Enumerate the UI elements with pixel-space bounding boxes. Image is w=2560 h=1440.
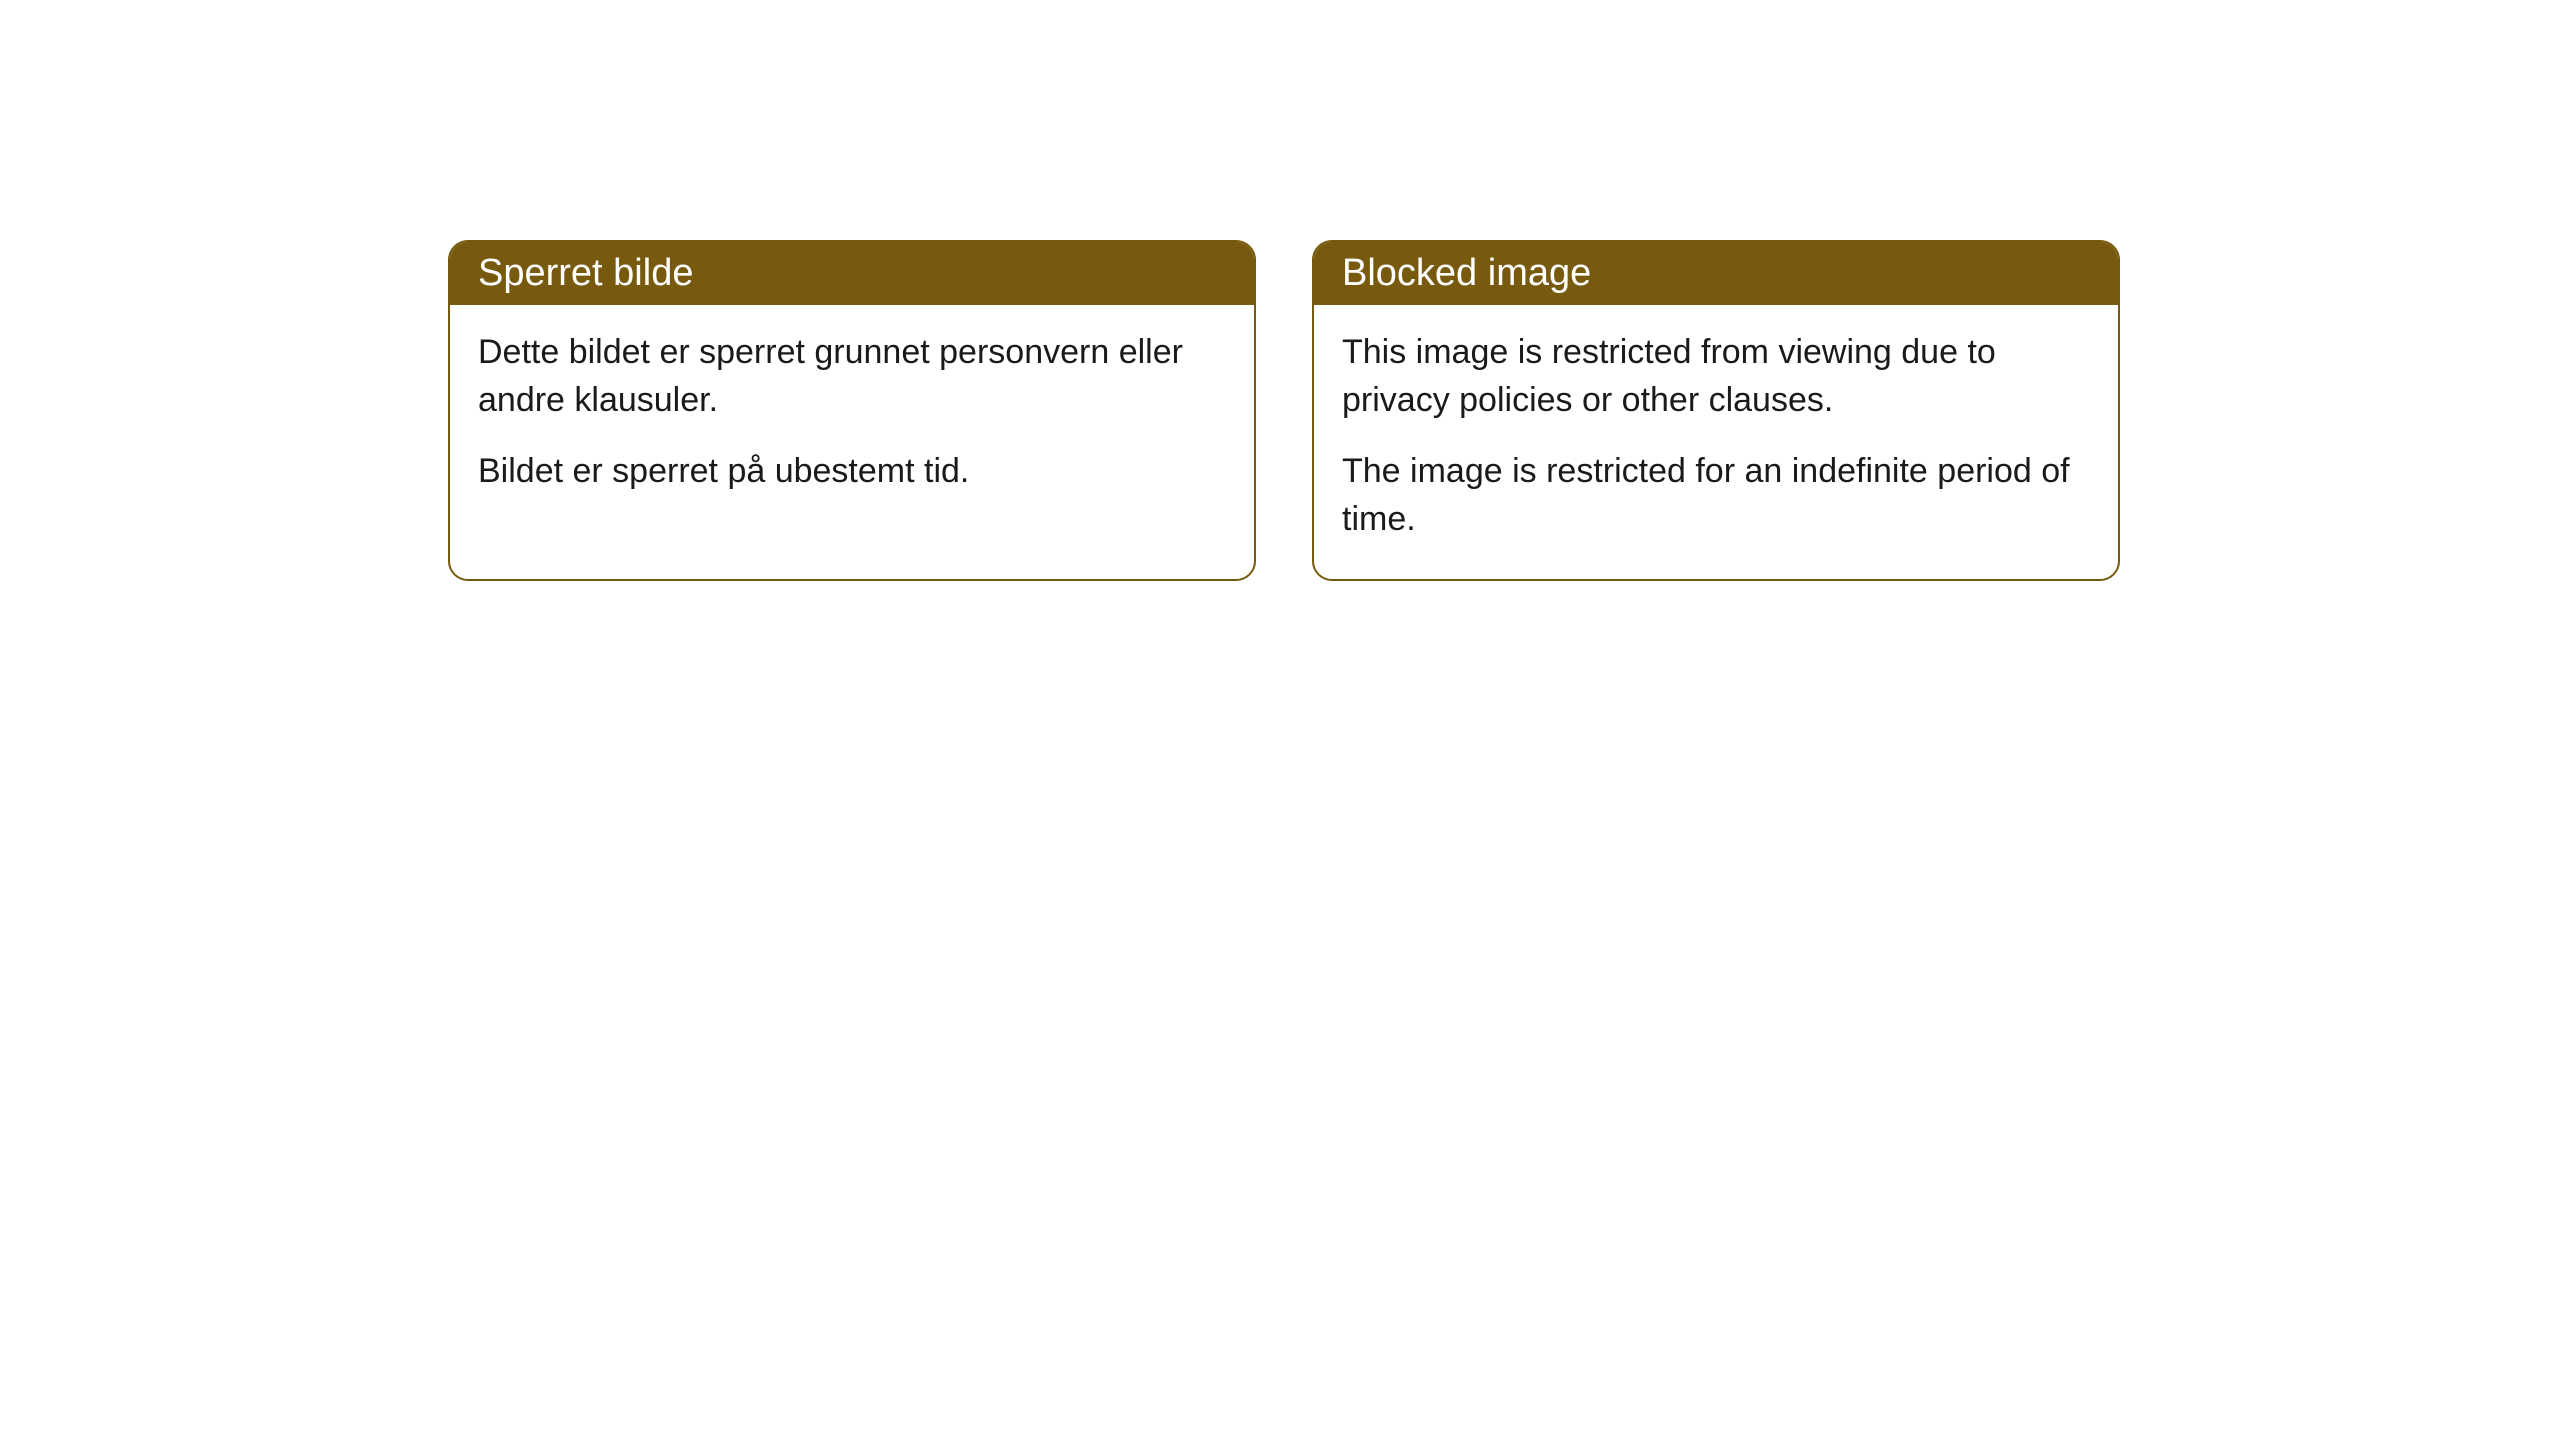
card-paragraph-1: Dette bildet er sperret grunnet personve… — [478, 329, 1226, 424]
card-header-norwegian: Sperret bilde — [450, 242, 1254, 305]
notification-cards-container: Sperret bilde Dette bildet er sperret gr… — [448, 240, 2120, 581]
card-title: Sperret bilde — [478, 252, 693, 294]
card-paragraph-2: The image is restricted for an indefinit… — [1342, 448, 2090, 543]
blocked-image-card-english: Blocked image This image is restricted f… — [1312, 240, 2120, 581]
card-title: Blocked image — [1342, 252, 1591, 294]
blocked-image-card-norwegian: Sperret bilde Dette bildet er sperret gr… — [448, 240, 1256, 581]
card-paragraph-1: This image is restricted from viewing du… — [1342, 329, 2090, 424]
card-body-english: This image is restricted from viewing du… — [1314, 305, 2118, 579]
card-header-english: Blocked image — [1314, 242, 2118, 305]
card-paragraph-2: Bildet er sperret på ubestemt tid. — [478, 448, 1226, 496]
card-body-norwegian: Dette bildet er sperret grunnet personve… — [450, 305, 1254, 532]
